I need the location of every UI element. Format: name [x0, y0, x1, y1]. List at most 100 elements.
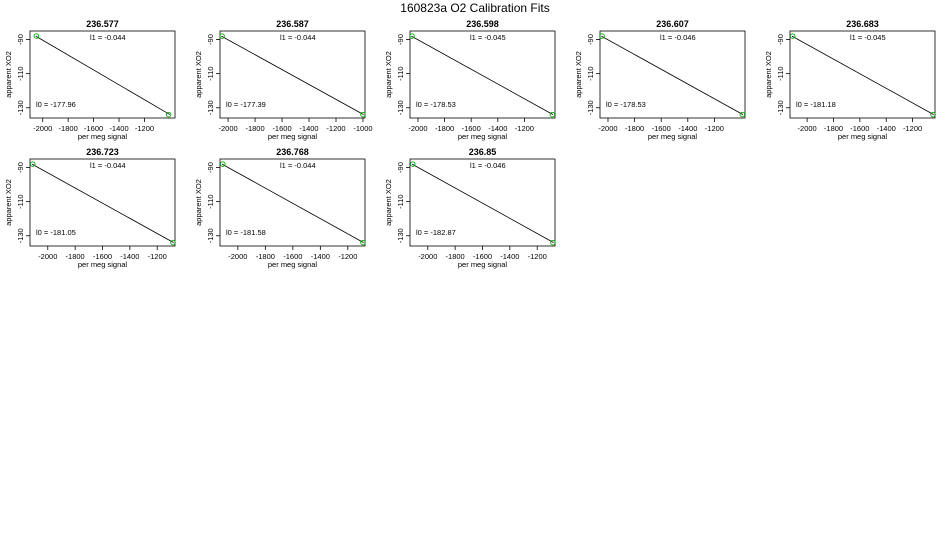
l1-annotation: l1 = -0.044 [280, 33, 316, 42]
y-tick-label: -90 [206, 162, 215, 173]
x-axis-label: per meg signal [268, 132, 318, 141]
y-tick-label: -130 [776, 100, 785, 115]
panel-title: 236.607 [656, 19, 689, 29]
y-tick-label: -110 [16, 194, 25, 208]
x-tick-label: -1200 [326, 124, 345, 133]
y-axis-label: apparent XO2 [384, 51, 393, 98]
x-axis-label: per meg signal [458, 260, 508, 269]
panel-3: 236.598 -2000 -1800 -1600 -1400 -1200 -90 -110 -… [384, 19, 556, 141]
y-axis-label: apparent XO2 [4, 51, 13, 98]
x-tick-label: -1200 [705, 124, 724, 133]
panel-2: 236.587 -2000 -1800 -1600 -1400 -1200 -1000 -90… [194, 19, 373, 141]
l0-annotation: l0 = -181.58 [226, 228, 266, 237]
x-tick-label: -1400 [500, 252, 519, 261]
l0-annotation: l0 = -178.53 [416, 100, 456, 109]
y-axis-label: apparent XO2 [384, 179, 393, 226]
x-tick-label: -1600 [93, 252, 112, 261]
data-point [170, 239, 176, 246]
panel-6: 236.723 -2000 -1800 -1600 -1400 -1200 -90 -110 -… [4, 147, 176, 269]
data-point [599, 33, 605, 39]
fit-line [601, 35, 744, 115]
x-axis-label: per meg signal [78, 132, 128, 141]
x-tick-label: -1200 [903, 124, 922, 133]
data-point [29, 161, 36, 167]
x-tick-label: -1200 [135, 124, 154, 133]
x-tick-label: -1600 [473, 252, 492, 261]
data-point [549, 111, 556, 118]
y-tick-label: -90 [586, 34, 595, 45]
page-title: 160823a O2 Calibration Fits [400, 1, 550, 15]
y-tick-label: -90 [16, 34, 25, 45]
x-tick-label: -1800 [245, 124, 264, 133]
x-axis-label: per meg signal [78, 260, 128, 269]
panel-1: 236.577 -2000 -1800 -1600 -1400 -1200 -90 -110 -… [4, 19, 176, 141]
x-tick-label: -1400 [109, 124, 128, 133]
panel-title: 236.598 [466, 19, 499, 29]
x-tick-label: -1600 [462, 124, 481, 133]
x-tick-label: -2000 [228, 252, 247, 261]
panel-title: 236.85 [469, 147, 497, 157]
l1-annotation: l1 = -0.045 [850, 33, 886, 42]
y-tick-label: -110 [206, 194, 215, 208]
data-point [360, 111, 366, 118]
fit-line [791, 35, 934, 115]
x-tick-label: -1800 [256, 252, 275, 261]
x-tick-label: -1400 [299, 124, 318, 133]
data-point [219, 161, 226, 167]
plot-frame [599, 30, 746, 119]
x-tick-label: -1800 [625, 124, 644, 133]
fit-line [35, 35, 171, 115]
y-tick-label: -90 [206, 34, 215, 45]
plot-frame [219, 30, 366, 119]
x-axis-label: per meg signal [838, 132, 888, 141]
y-tick-label: -90 [396, 162, 405, 173]
data-point [219, 33, 225, 39]
x-tick-label: -2000 [598, 124, 617, 133]
x-axis-label: per meg signal [648, 132, 698, 141]
data-point [409, 33, 415, 39]
y-tick-label: -130 [16, 228, 25, 243]
l1-annotation: l1 = -0.046 [470, 161, 506, 170]
l1-annotation: l1 = -0.045 [470, 33, 506, 42]
panel-7: 236.768 -2000 -1800 -1600 -1400 -1200 -90 -110 -… [194, 147, 366, 269]
fit-line [221, 35, 364, 115]
data-point [360, 239, 366, 246]
l1-annotation: l1 = -0.044 [90, 33, 126, 42]
y-tick-label: -130 [586, 100, 595, 115]
x-tick-label: -2000 [798, 124, 817, 133]
data-point [550, 239, 556, 246]
y-tick-label: -130 [206, 228, 215, 243]
data-point [165, 111, 172, 118]
y-tick-label: -130 [16, 100, 25, 115]
data-point [409, 161, 416, 167]
data-point [33, 33, 40, 39]
plot-frame [409, 30, 556, 119]
fit-line [411, 163, 554, 243]
y-tick-label: -90 [776, 34, 785, 45]
x-tick-label: -1600 [850, 124, 869, 133]
panel-title: 236.768 [276, 147, 309, 157]
plot-frame [29, 30, 176, 119]
fit-line [221, 163, 364, 243]
x-tick-label: -2000 [408, 124, 427, 133]
data-point [739, 111, 746, 118]
panel-title: 236.723 [86, 147, 119, 157]
x-axis-label: per meg signal [268, 260, 318, 269]
l1-annotation: l1 = -0.044 [280, 161, 316, 170]
x-tick-label: -1200 [515, 124, 534, 133]
x-tick-label: -1200 [528, 252, 547, 261]
x-tick-label: -1400 [120, 252, 139, 261]
x-tick-label: -1600 [283, 252, 302, 261]
x-tick-label: -2000 [418, 252, 437, 261]
y-tick-label: -90 [396, 34, 405, 45]
x-tick-label: -1600 [84, 124, 103, 133]
y-tick-label: -110 [396, 194, 405, 208]
l0-annotation: l0 = -181.05 [36, 228, 76, 237]
l0-annotation: l0 = -178.53 [606, 100, 646, 109]
x-tick-label: -1200 [148, 252, 167, 261]
x-tick-label: -1800 [59, 124, 78, 133]
panel-title: 236.577 [86, 19, 119, 29]
plot-frame [789, 30, 936, 119]
panel-4: 236.607 -2000 -1800 -1600 -1400 -1200 -90 -110 -… [574, 19, 746, 141]
